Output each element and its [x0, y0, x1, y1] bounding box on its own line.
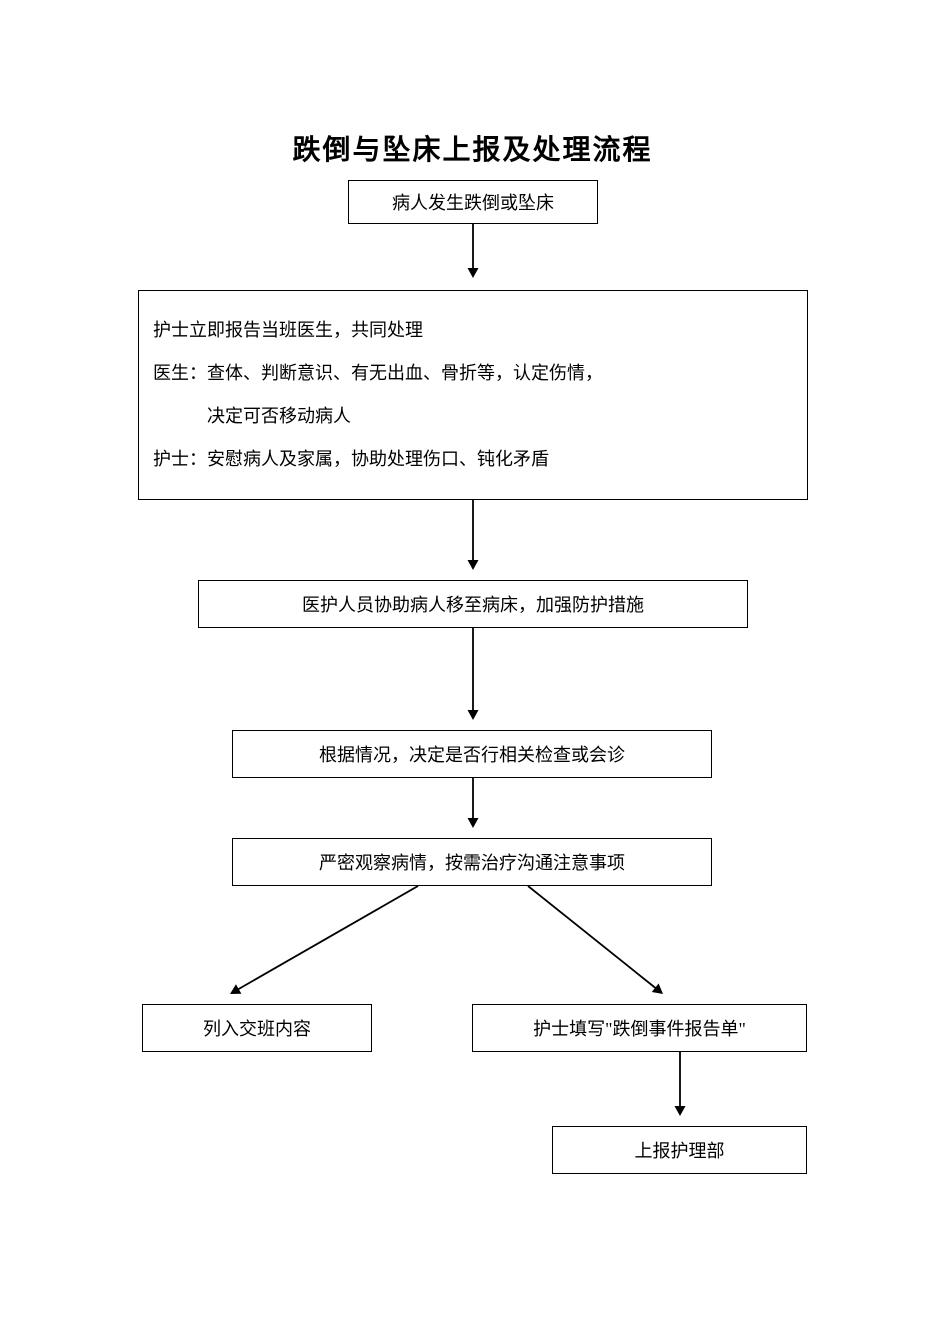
flowchart-arrow [0, 0, 945, 1337]
